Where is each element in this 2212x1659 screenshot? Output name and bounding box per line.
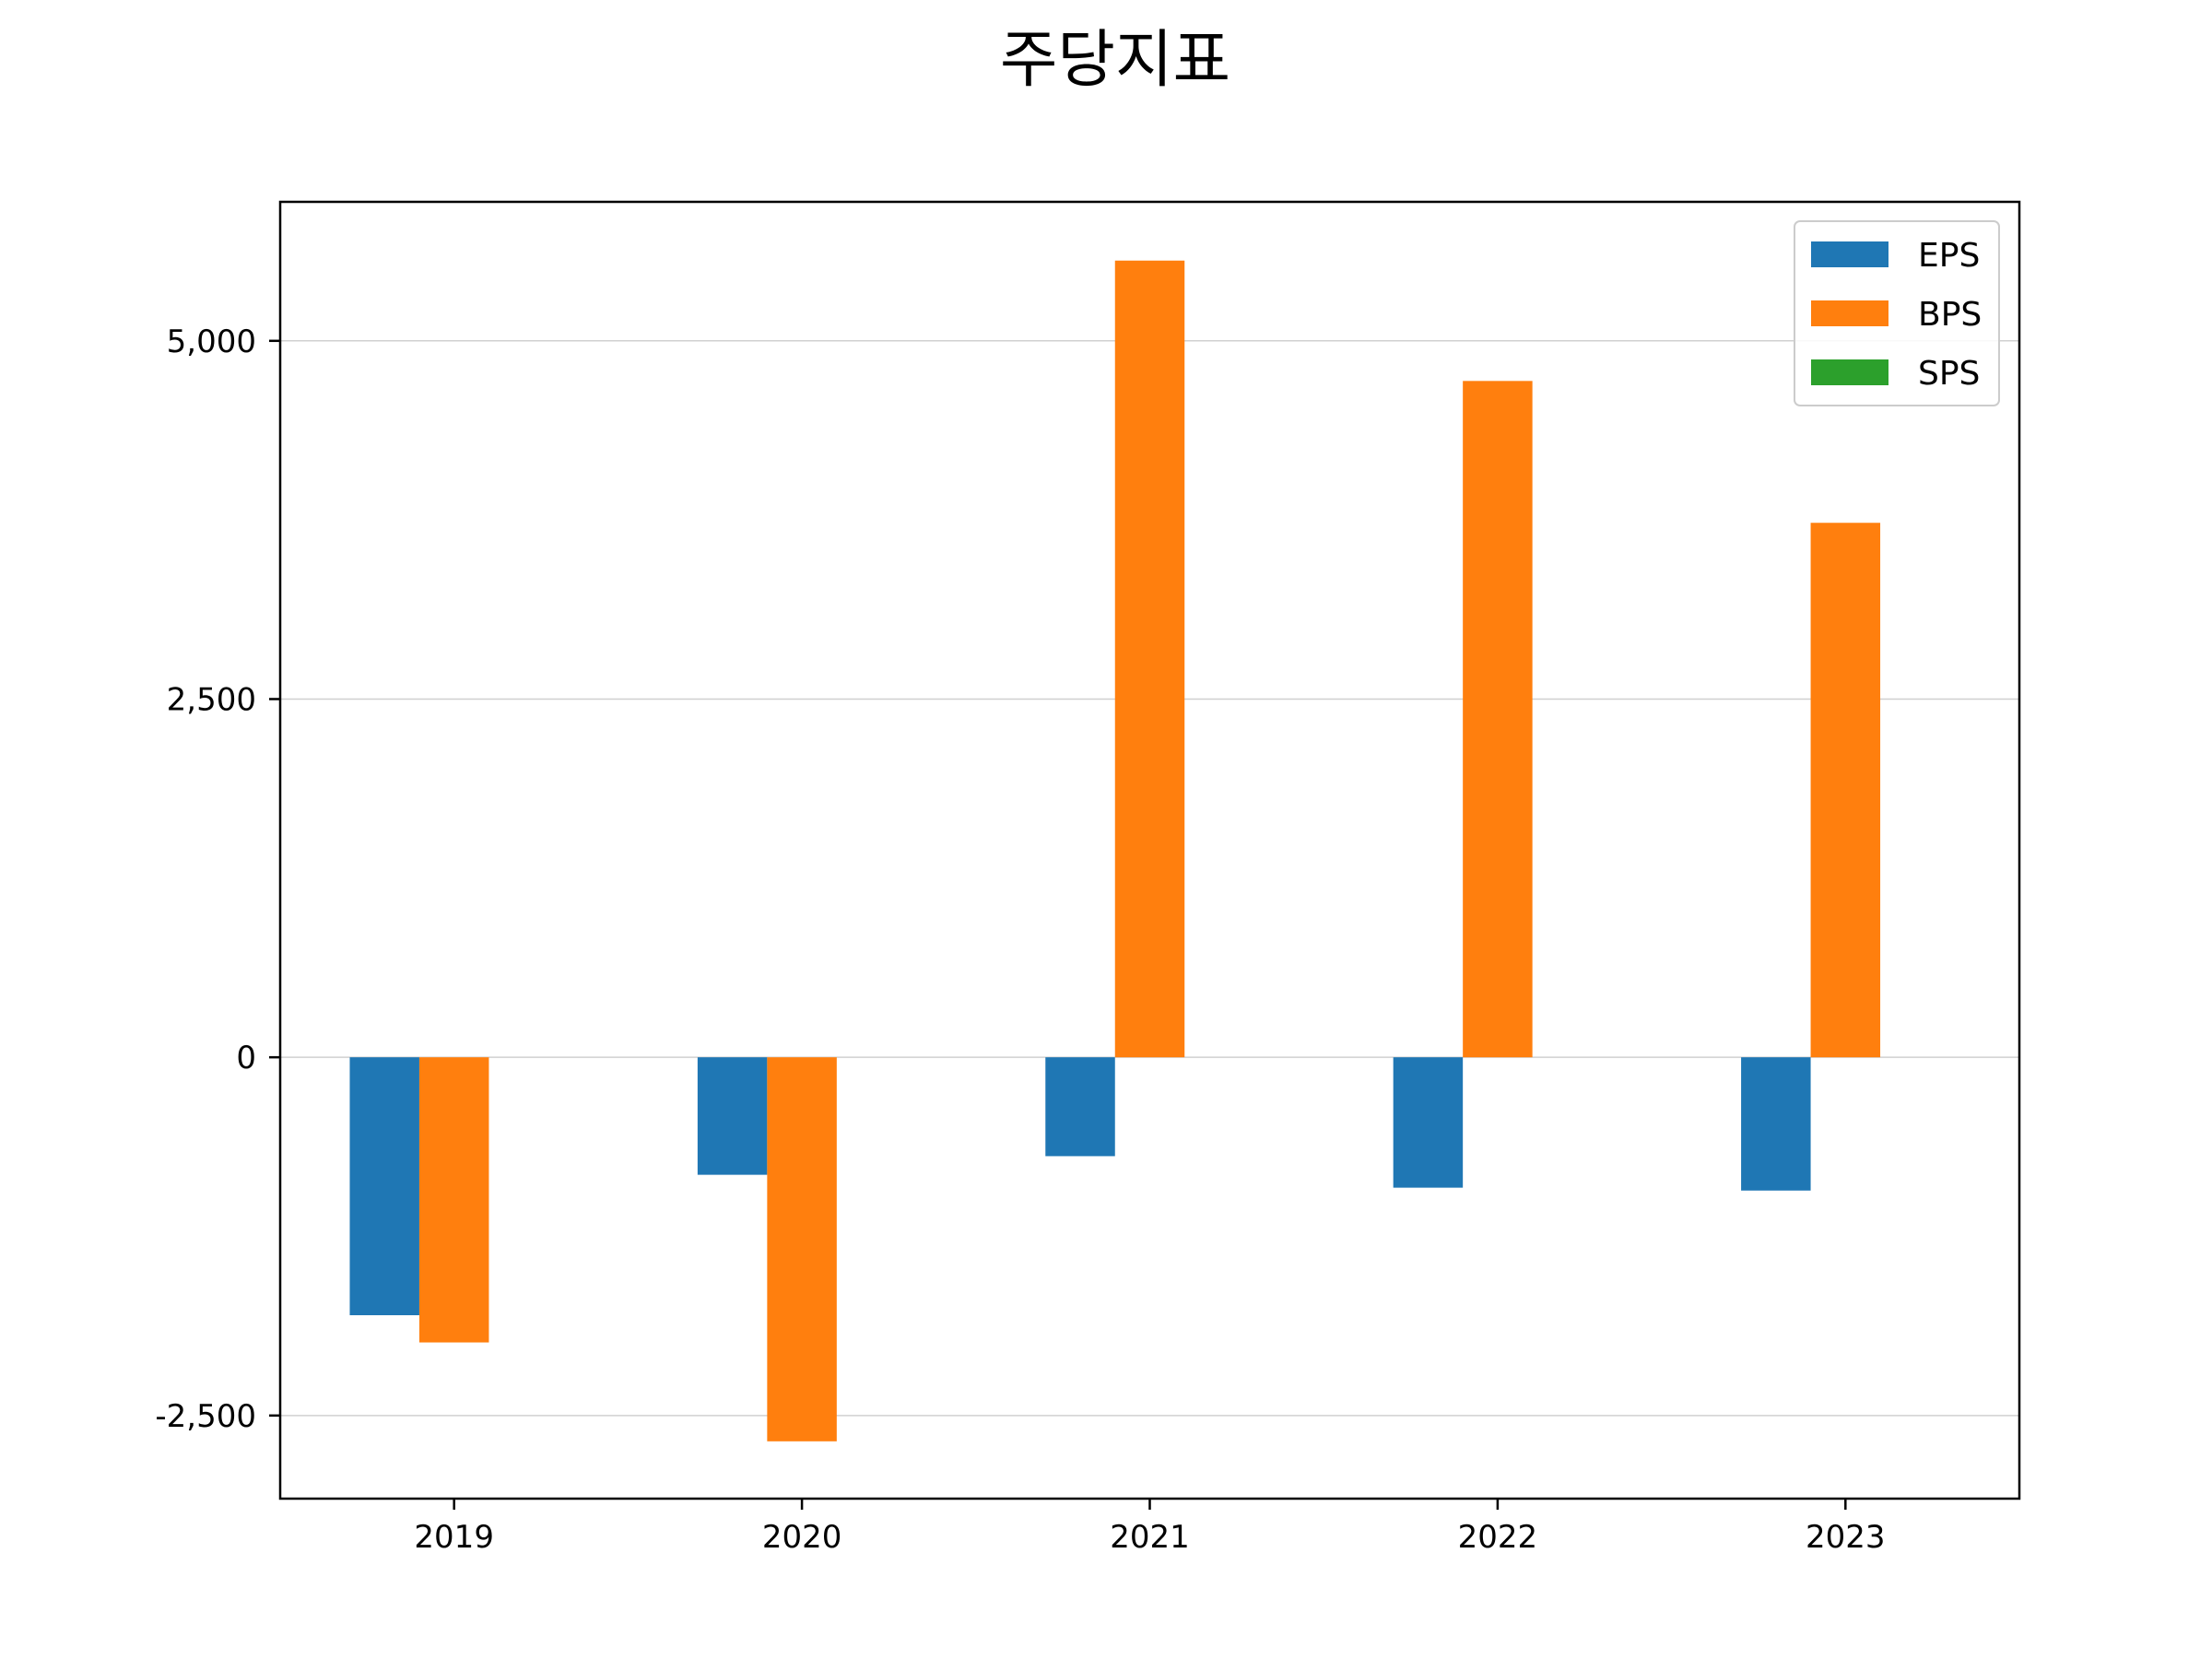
bar-eps-2019 (349, 1057, 419, 1315)
bar-bps-2021 (1114, 260, 1185, 1058)
x-tick-label: 2019 (414, 1519, 494, 1556)
y-tick-label: 5,000 (167, 324, 256, 360)
bar-eps-2022 (1393, 1057, 1464, 1188)
x-tick-label: 2022 (1458, 1519, 1538, 1556)
legend: EPS BPS SPS (1794, 220, 2000, 406)
y-tick-label: 0 (236, 1040, 256, 1077)
legend-swatch-sps (1811, 359, 1888, 385)
bars (349, 260, 1881, 1441)
bar-eps-2023 (1741, 1057, 1811, 1191)
y-tick-label: -2,500 (155, 1398, 256, 1435)
chart-title: 주당지표 (1000, 24, 1230, 97)
bar-bps-2020 (767, 1057, 837, 1441)
x-tick-label: 2021 (1110, 1519, 1190, 1556)
bar-bps-2019 (418, 1057, 489, 1343)
legend-label-eps: EPS (1918, 237, 1980, 275)
x-tick-label: 2023 (1806, 1519, 1886, 1556)
bar-eps-2021 (1045, 1057, 1115, 1157)
axis-ticks: -2,500 0 2,500 5,000 2019 2020 2021 2022 2023 (155, 324, 1885, 1556)
x-tick-label: 2020 (762, 1519, 842, 1556)
bar-eps-2020 (697, 1057, 768, 1175)
bar-bps-2022 (1463, 381, 1533, 1058)
y-tick-label: 2,500 (167, 681, 256, 718)
bar-bps-2023 (1810, 523, 1881, 1058)
legend-label-sps: SPS (1918, 355, 1980, 393)
legend-swatch-eps (1811, 241, 1888, 267)
legend-label-bps: BPS (1918, 296, 1982, 334)
legend-swatch-bps (1811, 300, 1888, 326)
